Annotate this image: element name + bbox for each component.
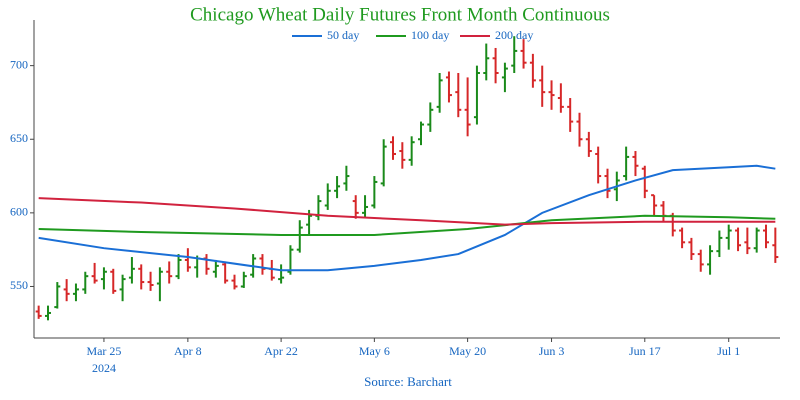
- y-tick-label: 700: [10, 57, 28, 71]
- y-tick-label: 650: [10, 131, 28, 145]
- x-tick-label: Jul 1: [717, 344, 741, 358]
- x-tick-label: Apr 22: [264, 344, 298, 358]
- legend-label: 100 day: [411, 28, 449, 42]
- x-tick-label: May 20: [449, 344, 487, 358]
- legend-label: 200 day: [495, 28, 533, 42]
- legend-label: 50 day: [327, 28, 359, 42]
- moving-average-line: [38, 197, 776, 226]
- x-tick-label: Apr 8: [174, 344, 202, 358]
- y-tick-label: 600: [10, 205, 28, 219]
- x-tick-label: Jun 17: [628, 344, 661, 358]
- x-tick-label: Mar 25 2024: [86, 344, 122, 375]
- chart-title: Chicago Wheat Daily Futures Front Month …: [190, 4, 610, 25]
- x-tick-label: May 6: [358, 344, 390, 358]
- y-tick-label: 550: [10, 278, 28, 292]
- moving-average-line: [38, 214, 776, 236]
- x-tick-label: Jun 3: [538, 344, 565, 358]
- moving-average-line: [38, 164, 776, 272]
- source-note: Source: Barchart: [364, 374, 452, 389]
